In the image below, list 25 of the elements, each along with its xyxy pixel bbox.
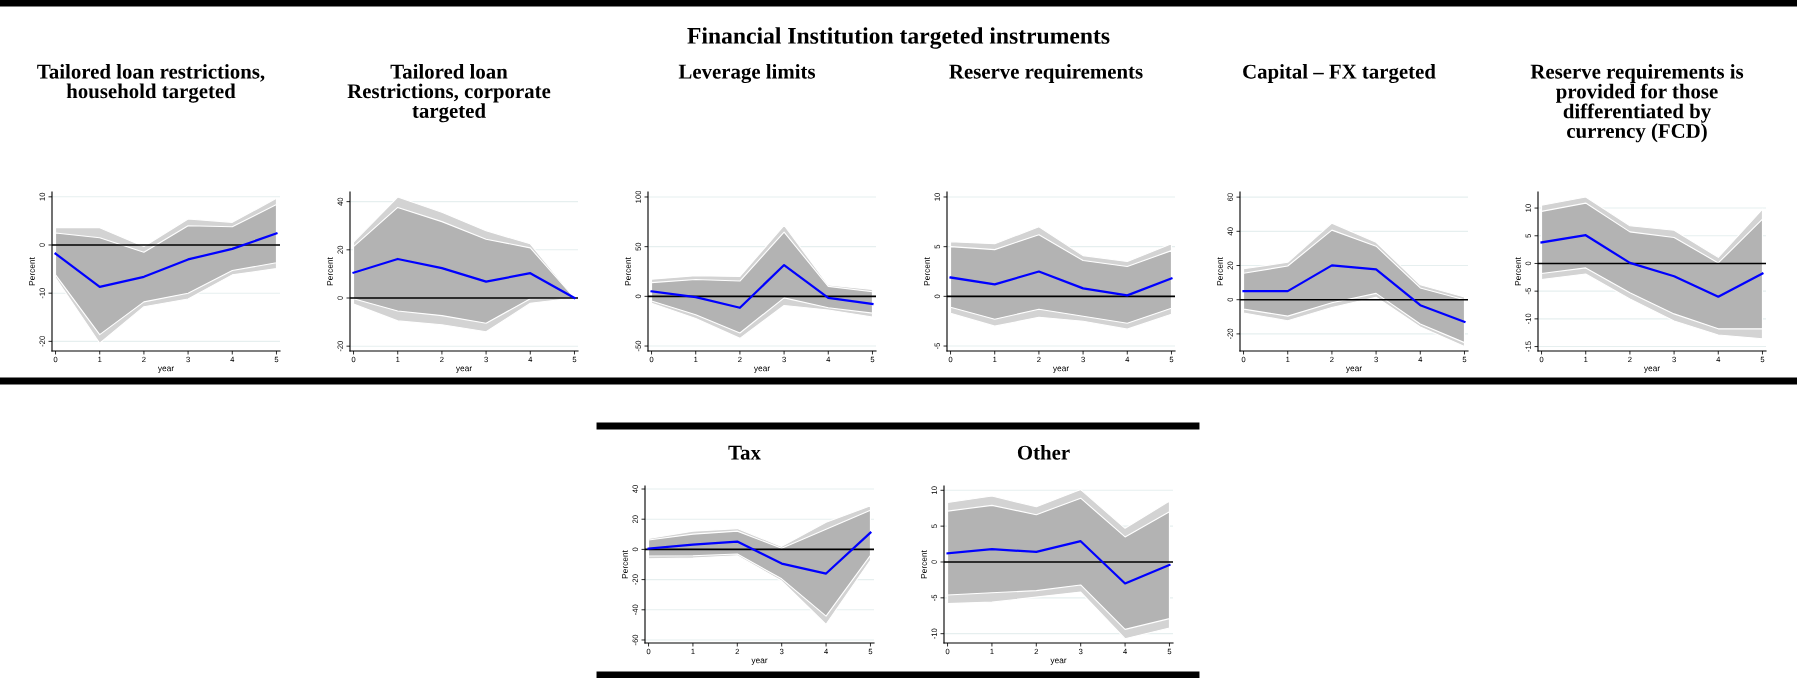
text: Financial Institution targeted instruments (687, 27, 1110, 49)
x-axis-title: year (455, 366, 472, 373)
chart-title: Capital – FX targeted (1243, 64, 1436, 84)
chart-title: Reserve requirements is provided for those differentiated by currency (FCD) (1530, 64, 1744, 143)
x-axis-title: year (751, 658, 768, 665)
chart-title: Tailored loan Restrictions, corporate targeted (347, 64, 551, 123)
chart-title: Reserve requirements (949, 64, 1143, 83)
chart-title: Other (1017, 445, 1070, 460)
y-axis-title: Percent (622, 550, 628, 579)
chart-title: Tax (728, 445, 761, 460)
chart-title: Tailored loan restrictions, household targeted (37, 64, 265, 103)
x-axis-title: year (1052, 366, 1069, 373)
x-axis-title: year (157, 366, 174, 373)
x-axis-title: year (1345, 366, 1362, 373)
y-axis-title: Percent (327, 257, 333, 286)
chart-title: Leverage limits (678, 64, 816, 84)
y-axis-title: Percent (1515, 257, 1521, 286)
x-axis-title: year (753, 366, 770, 373)
y-axis-title: Percent (625, 257, 631, 286)
y-axis-title: Percent (1217, 257, 1223, 286)
x-axis-title: year (1050, 658, 1067, 665)
y-axis-title: Percent (921, 550, 927, 579)
y-axis-title: Percent (924, 257, 930, 286)
x-axis-title: year (1643, 366, 1660, 373)
y-axis-title: Percent (29, 257, 35, 286)
